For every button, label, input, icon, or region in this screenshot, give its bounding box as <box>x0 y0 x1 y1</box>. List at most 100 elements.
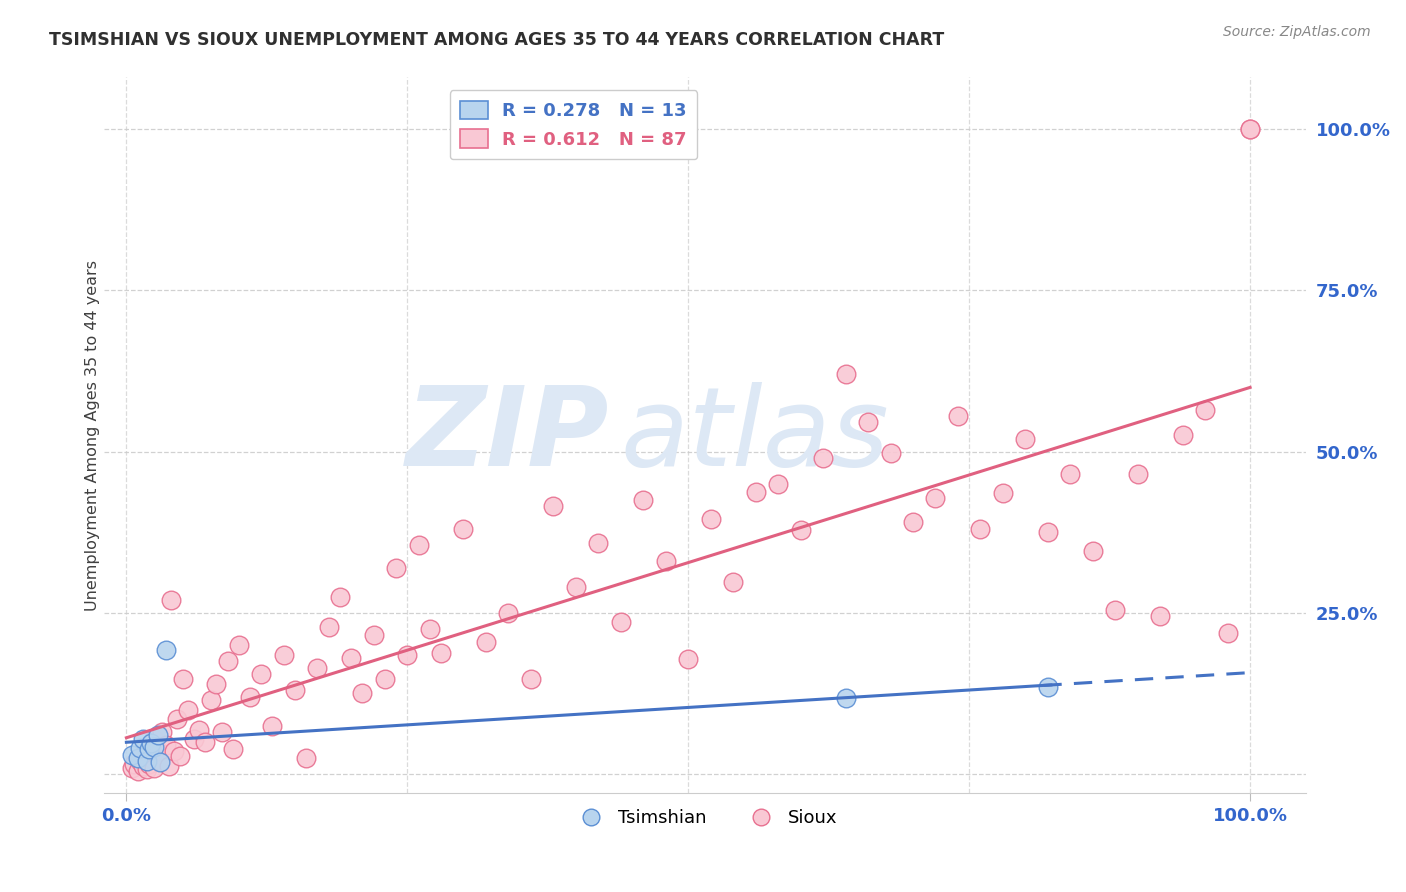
Point <box>1149 609 1171 624</box>
Point <box>834 690 856 705</box>
Point <box>430 646 453 660</box>
Point <box>138 741 160 756</box>
Point <box>1239 122 1261 136</box>
Point <box>146 728 169 742</box>
Point <box>194 735 217 749</box>
Point <box>340 651 363 665</box>
Point <box>744 484 766 499</box>
Point <box>991 486 1014 500</box>
Point <box>262 718 284 732</box>
Point <box>633 492 655 507</box>
Point <box>419 622 441 636</box>
Point <box>1104 602 1126 616</box>
Point <box>946 409 969 423</box>
Point <box>1194 402 1216 417</box>
Point <box>924 491 946 505</box>
Point <box>1014 432 1036 446</box>
Point <box>1171 428 1194 442</box>
Point <box>295 751 318 765</box>
Point <box>122 757 145 772</box>
Point <box>856 416 879 430</box>
Point <box>146 744 169 758</box>
Point <box>169 748 191 763</box>
Point <box>121 747 143 762</box>
Point <box>138 742 160 756</box>
Point <box>250 667 273 681</box>
Point <box>969 522 991 536</box>
Point <box>374 672 396 686</box>
Point <box>1059 467 1081 481</box>
Point <box>155 738 177 752</box>
Point <box>789 523 811 537</box>
Point <box>155 643 177 657</box>
Point <box>132 747 155 762</box>
Point <box>143 760 166 774</box>
Point <box>149 756 172 770</box>
Point <box>138 757 160 772</box>
Point <box>162 744 184 758</box>
Point <box>811 450 834 465</box>
Point <box>1036 525 1059 540</box>
Point <box>183 731 205 746</box>
Point <box>408 538 430 552</box>
Point <box>901 516 924 530</box>
Point <box>157 759 180 773</box>
Point <box>834 367 856 381</box>
Point <box>139 751 162 765</box>
Point <box>135 762 157 776</box>
Point <box>520 672 543 686</box>
Point <box>128 741 150 756</box>
Point <box>318 620 340 634</box>
Text: atlas: atlas <box>621 382 890 489</box>
Point <box>172 672 194 686</box>
Point <box>177 702 200 716</box>
Point <box>475 634 498 648</box>
Point <box>166 712 188 726</box>
Point <box>385 560 408 574</box>
Point <box>273 648 295 662</box>
Point <box>565 580 588 594</box>
Point <box>1036 680 1059 694</box>
Point <box>879 446 901 460</box>
Point <box>588 536 610 550</box>
Point <box>678 652 700 666</box>
Point <box>135 754 157 768</box>
Point <box>352 686 374 700</box>
Point <box>453 522 475 536</box>
Point <box>396 648 419 662</box>
Point <box>543 500 565 514</box>
Point <box>1216 626 1239 640</box>
Point <box>721 574 744 589</box>
Point <box>363 628 385 642</box>
Point <box>1239 122 1261 136</box>
Point <box>188 723 211 738</box>
Point <box>284 683 307 698</box>
Point <box>239 690 262 704</box>
Point <box>121 760 143 774</box>
Point <box>160 592 183 607</box>
Point <box>307 660 329 674</box>
Point <box>228 638 250 652</box>
Point <box>127 764 149 778</box>
Point <box>127 751 149 765</box>
Point <box>132 731 155 746</box>
Text: Source: ZipAtlas.com: Source: ZipAtlas.com <box>1223 25 1371 39</box>
Point <box>610 615 633 630</box>
Point <box>1081 544 1104 558</box>
Point <box>143 731 166 746</box>
Text: TSIMSHIAN VS SIOUX UNEMPLOYMENT AMONG AGES 35 TO 44 YEARS CORRELATION CHART: TSIMSHIAN VS SIOUX UNEMPLOYMENT AMONG AG… <box>49 31 945 49</box>
Point <box>655 554 678 568</box>
Point <box>699 512 721 526</box>
Point <box>128 754 150 768</box>
Point <box>498 606 520 620</box>
Point <box>132 759 155 773</box>
Point <box>222 742 245 756</box>
Y-axis label: Unemployment Among Ages 35 to 44 years: Unemployment Among Ages 35 to 44 years <box>86 260 100 611</box>
Point <box>1126 467 1149 481</box>
Point <box>217 654 239 668</box>
Point <box>205 676 228 690</box>
Legend: Tsimshian, Sioux: Tsimshian, Sioux <box>565 802 845 834</box>
Point <box>139 736 162 750</box>
Point <box>150 725 173 739</box>
Point <box>143 739 166 754</box>
